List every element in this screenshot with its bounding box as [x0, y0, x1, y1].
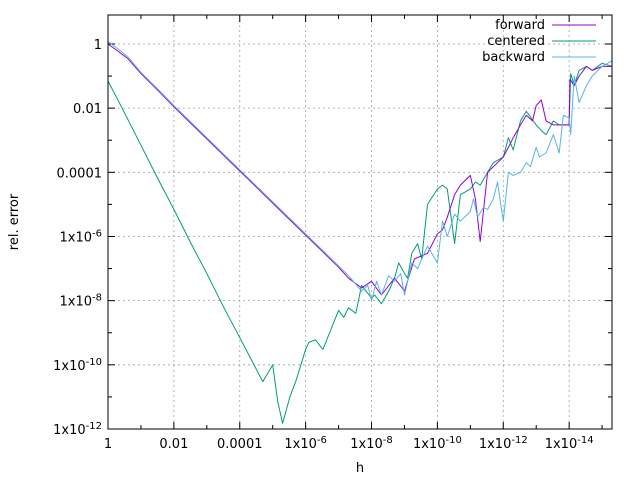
series-line-centered: [107, 62, 613, 424]
y-tick-label: 1x10-10: [53, 357, 102, 374]
ticks: [107, 15, 612, 430]
plot-frame: [107, 14, 613, 430]
x-tick-label: 1x10-10: [413, 435, 462, 452]
series-line-forward: [107, 43, 612, 296]
y-tick-label: 1: [94, 38, 102, 53]
legend-label-backward: backward: [482, 50, 545, 65]
x-tick-label: 1x10-14: [545, 435, 594, 452]
y-tick-label: 1x10-12: [53, 421, 102, 438]
series-lines: [107, 41, 613, 424]
y-tick-label: 1x10-8: [60, 293, 103, 310]
x-tick-label: 1: [104, 437, 112, 452]
legend-label-forward: forward: [495, 18, 545, 33]
y-tick-label: 1x10-6: [60, 228, 103, 245]
y-tick-label: 0.0001: [57, 166, 103, 181]
y-tick-label: 0.01: [73, 102, 102, 117]
x-tick-labels: 1 0.01 0.0001 1x10-6 1x10-8 1x10-10 1x10-12 1x1…: [104, 435, 594, 452]
x-tick-label: 1x10-12: [479, 435, 528, 452]
x-tick-label: 1x10-8: [350, 435, 393, 452]
x-axis-label: h: [356, 461, 364, 476]
x-tick-label: 0.0001: [217, 437, 263, 452]
y-tick-labels: 1 0.01 0.0001 1x10-6 1x10-8 1x10-10 1x10-12: [53, 38, 102, 438]
x-tick-label: 0.01: [159, 437, 188, 452]
series-line-backward: [107, 41, 613, 302]
legend-label-centered: centered: [487, 34, 545, 49]
y-axis-label: rel. error: [7, 193, 22, 250]
x-tick-label: 1x10-6: [284, 435, 327, 452]
grid: [107, 15, 612, 430]
